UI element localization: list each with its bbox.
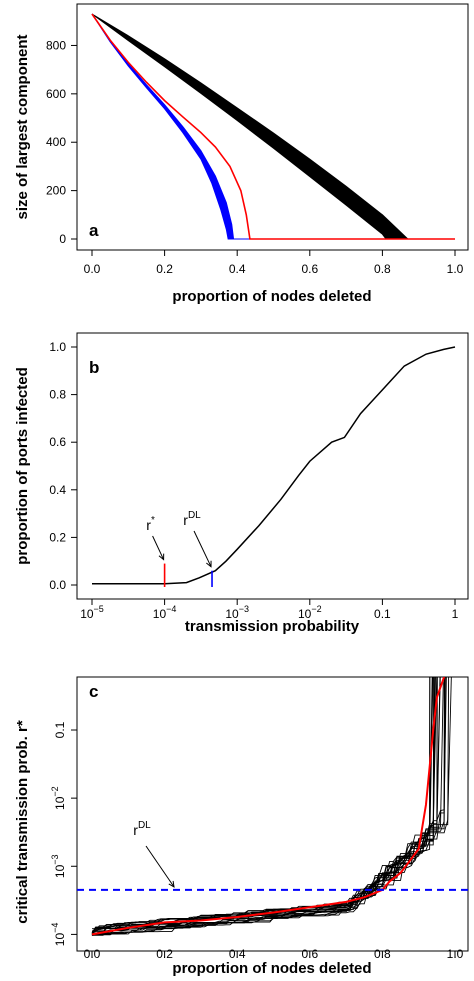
panel-c-x-tick-label: 0.8 <box>374 947 391 961</box>
panel-b-frame <box>76 332 469 600</box>
panel-a-x-tick-label: 0.0 <box>84 262 101 276</box>
panel-b-x-tick-label: 10−4 <box>153 604 177 621</box>
panel-b-xlabel: transmission probability <box>185 618 360 635</box>
panel-a-letter: a <box>89 221 99 240</box>
panel-b-y-tick-label: 0.2 <box>49 530 66 544</box>
panel-a-series-band <box>91 13 455 240</box>
panel-a-y-tick-label: 800 <box>46 38 66 52</box>
panel-c-black-series <box>91 677 431 934</box>
panel-c-y-tick-label: 0.1 <box>53 721 67 738</box>
panel-c-black-series <box>91 677 447 936</box>
panel-c-letter: c <box>89 682 98 701</box>
panel-c-reference-arrow <box>145 845 175 888</box>
panel-c-black-series <box>91 677 438 935</box>
panel-c-x-tick-label: 0.2 <box>156 947 173 961</box>
panel-c-black-series <box>92 677 435 936</box>
panel-a-y-tick-label: 200 <box>46 184 66 198</box>
panel-c-black-series <box>91 677 452 936</box>
panel-c-y-tick-label: 10−3 <box>50 854 67 878</box>
panel-c-reference-label: rDL <box>133 820 151 838</box>
panel-c-x-tick-label: 0.0 <box>84 947 101 961</box>
panel-c-black-series <box>91 677 441 936</box>
panel-c-black-series <box>91 677 441 934</box>
panel-b-x-tick-label: 1 <box>452 607 459 621</box>
panel-c-black-series <box>91 677 431 935</box>
panel-c-black-series <box>91 677 434 933</box>
panel-c-y-tick-label: 10−4 <box>50 923 67 947</box>
panel-b-marker-label: r* <box>146 515 155 533</box>
panel-a-series-line <box>91 13 455 240</box>
panel-a-x-tick-label: 0.8 <box>374 262 391 276</box>
panel-b-x-tick-label: 0.1 <box>374 607 391 621</box>
panel-b-marker-arrowhead <box>158 553 165 561</box>
panel-c-black-series <box>92 677 446 932</box>
panel-b-y-tick-label: 0.8 <box>49 388 66 402</box>
panel-c-black-series <box>92 677 433 932</box>
panel-c-reference-arrowhead <box>168 880 175 888</box>
panel-a-y-tick-label: 400 <box>46 135 66 149</box>
panel-c-black-series <box>92 677 436 930</box>
panel-a-x-tick-label: 1.0 <box>447 262 464 276</box>
panel-c: 0.0 0.2 0.4 0.6 0.8 1.0 10−4 10−3 10−2 0.1 rDL c… <box>14 676 469 977</box>
panel-c-black-series <box>92 677 438 936</box>
panel-a-frame <box>76 3 469 251</box>
panel-b-x-tick-label: 10−5 <box>80 604 104 621</box>
panel-b-marker-arrowhead <box>206 560 212 568</box>
panel-b-y-tick-label: 0.4 <box>49 483 66 497</box>
panel-c-black-series <box>92 677 436 935</box>
panel-c-x-tick-label: 0.6 <box>301 947 318 961</box>
panel-c-x-tick-label: 1.0 <box>447 947 464 961</box>
panel-c-x-tick-label: 0.4 <box>229 947 246 961</box>
panel-a: 0.0 0.2 0.4 0.6 0.8 1.0 0 200 400 600 800 a propo… <box>14 3 469 305</box>
panel-c-frame <box>76 676 469 952</box>
panel-a-ylabel: size of largest component <box>14 34 31 219</box>
panel-c-black-series <box>91 677 436 936</box>
panel-b-y-tick-label: 0.6 <box>49 435 66 449</box>
panel-c-red-series <box>91 677 446 936</box>
panel-c-black-series <box>92 677 438 935</box>
panel-b-ylabel: proportion of ports infected <box>14 367 31 564</box>
panel-b: 10−5 10−4 10−3 10−2 0.1 1 0.00.20.40.60.81.0 … <box>14 332 469 635</box>
panel-a-xlabel: proportion of nodes deleted <box>172 288 371 305</box>
panel-b-series-line <box>92 346 456 585</box>
panel-b-y-tick-label: 0.0 <box>49 578 66 592</box>
panel-c-black-series <box>91 677 444 936</box>
panel-a-y-tick-label: 0 <box>59 232 66 246</box>
panel-b-x-tick-label: 10−3 <box>225 604 249 621</box>
panel-a-x-tick-label: 0.6 <box>301 262 318 276</box>
panel-b-marker-arrow <box>193 530 212 567</box>
panel-b-letter: b <box>89 358 99 377</box>
panel-a-x-tick-label: 0.2 <box>156 262 173 276</box>
panel-c-black-series <box>91 677 447 933</box>
panel-c-ylabel: critical transmission prob. r* <box>14 720 31 924</box>
panel-c-black-series <box>92 677 450 935</box>
panel-c-xlabel: proportion of nodes deleted <box>172 960 371 977</box>
panel-a-series-band <box>91 13 455 240</box>
panel-a-x-tick-label: 0.4 <box>229 262 246 276</box>
panel-c-black-series <box>92 677 445 934</box>
panel-b-marker-arrow <box>152 535 165 560</box>
panel-a-y-tick-label: 600 <box>46 87 66 101</box>
panel-b-marker-label: rDL <box>183 510 201 528</box>
panel-b-y-tick-label: 1.0 <box>49 340 66 354</box>
panel-c-y-tick-label: 10−2 <box>50 786 67 810</box>
panel-b-x-tick-label: 10−2 <box>298 604 322 621</box>
